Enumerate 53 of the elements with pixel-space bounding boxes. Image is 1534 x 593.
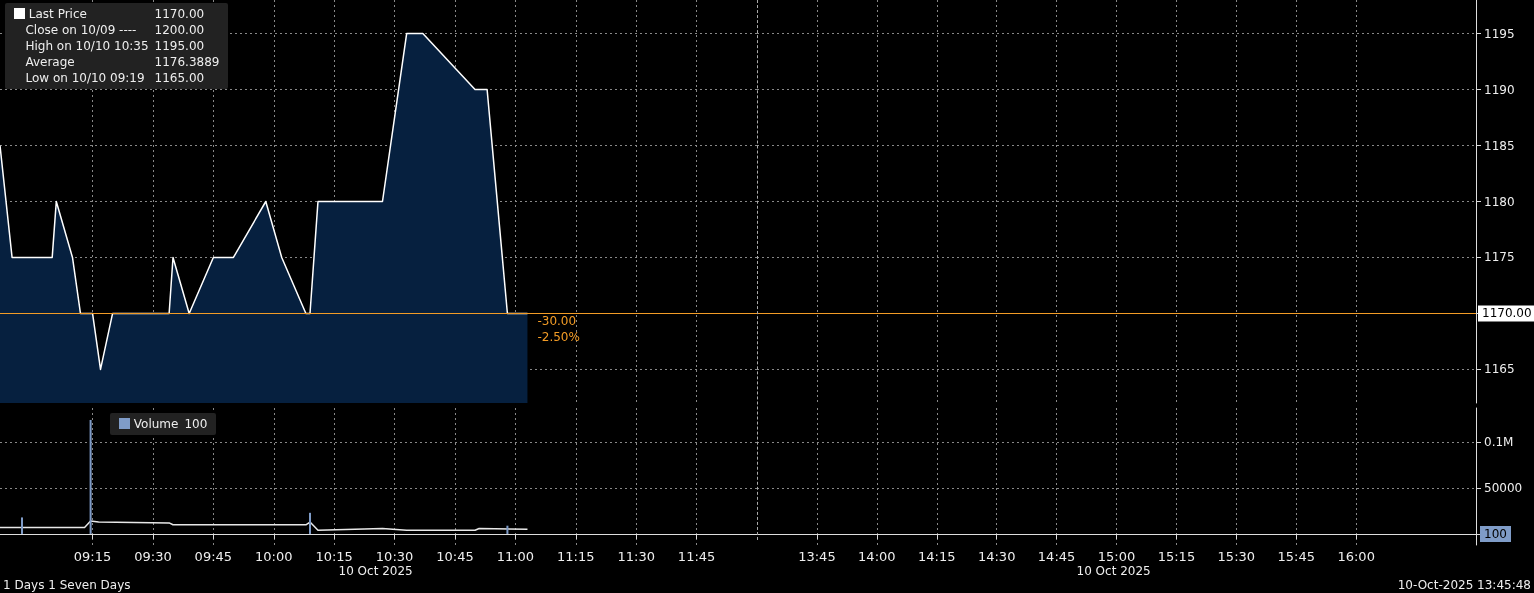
- annotation: 1195.00: [153, 38, 206, 54]
- x-tick-label: 10:45: [436, 549, 474, 564]
- y-tick-label: 1165: [1484, 362, 1515, 377]
- ref-line-label: 1170.00: [1482, 306, 1532, 321]
- annotation: High on 10/10 10:35: [24, 38, 150, 54]
- text: 10-Oct-2025 13:45:48: [1397, 578, 1531, 592]
- text: 100: [1480, 526, 1511, 542]
- x-tick-label: 11:30: [617, 549, 655, 564]
- x-tick-label: 10:00: [255, 549, 293, 564]
- annotation: 1165.00: [153, 70, 206, 86]
- x-tick-label: 10:15: [315, 549, 353, 564]
- x-tick-label: 15:15: [1157, 549, 1196, 564]
- x-tick-label: 14:45: [1037, 549, 1076, 564]
- annotation: -30.00: [537, 314, 577, 329]
- bar: [506, 525, 509, 534]
- bar: [309, 512, 311, 534]
- bar: [20, 517, 23, 534]
- annotation: 100: [183, 416, 209, 432]
- text: 10 Oct 2025: [338, 564, 413, 578]
- x-tick-label: 13:45: [798, 549, 836, 564]
- y-tick-label: 1190: [1484, 82, 1515, 97]
- annotation: Close on 10/09 ----: [24, 22, 138, 38]
- x-tick-label: 11:00: [496, 549, 535, 564]
- x-tick-label: 09:15: [73, 549, 112, 564]
- text: 10 Oct 2025: [1076, 564, 1151, 578]
- annotation: -2.50%: [537, 330, 580, 345]
- annotation: 1176.3889: [153, 54, 221, 70]
- annotation: Average: [24, 54, 76, 70]
- x-tick-label: 15:00: [1097, 549, 1136, 564]
- y-tick-label: 1175: [1484, 250, 1515, 265]
- x-tick-label: 15:45: [1277, 549, 1315, 564]
- y-tick-label: 1180: [1484, 194, 1515, 209]
- text: 1 Days 1 Seven Days: [3, 578, 131, 592]
- annotation: 1200.00: [153, 22, 206, 38]
- legend-label: Last Price: [27, 6, 88, 22]
- x-tick-label: 11:15: [557, 549, 595, 564]
- x-tick-label: 15:30: [1217, 549, 1256, 564]
- x-tick-label: 14:00: [858, 549, 896, 564]
- x-tick-label: 09:45: [194, 549, 233, 564]
- x-tick-label: 14:15: [918, 549, 956, 564]
- annotation: Low on 10/10 09:19: [24, 70, 146, 86]
- y-tick-label: 0.1M: [1484, 435, 1514, 450]
- x-tick-label: 14:30: [977, 549, 1016, 564]
- bar: [89, 419, 92, 534]
- x-tick-label: 11:45: [677, 549, 716, 564]
- x-tick-label: 16:00: [1337, 549, 1375, 564]
- x-tick-label: 10:30: [375, 549, 414, 564]
- x-tick-label: 09:30: [134, 549, 172, 564]
- annotation: 1170.00: [153, 6, 206, 22]
- legend-label: Volume: [132, 416, 180, 432]
- y-tick-label: 50000: [1484, 480, 1523, 495]
- y-tick-label: 1195: [1484, 26, 1515, 41]
- y-tick-label: 1185: [1484, 138, 1515, 153]
